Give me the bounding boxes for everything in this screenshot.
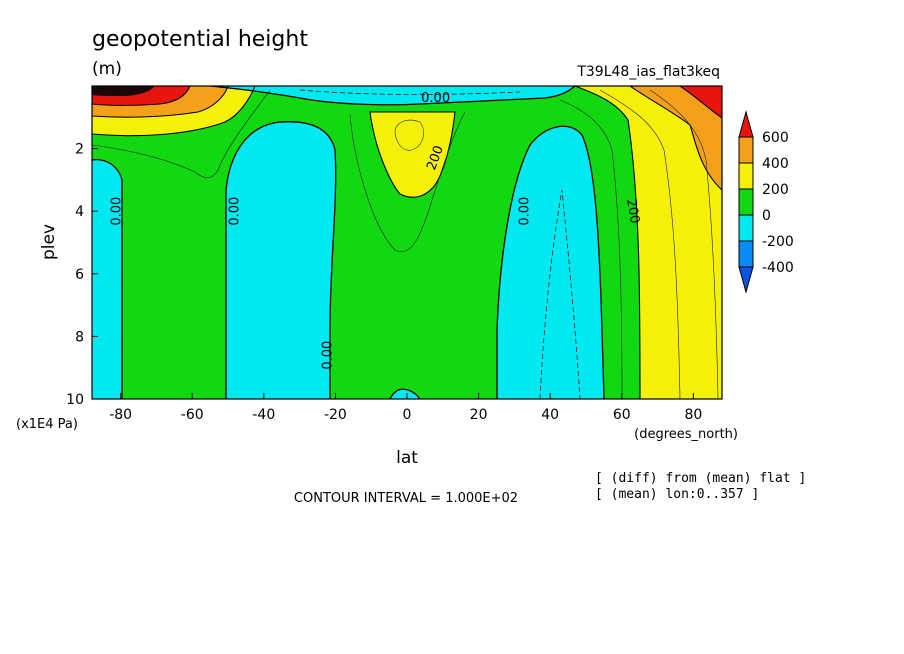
x-tick-label: 40 — [541, 407, 559, 423]
colorbar-swatch-neg200-0 — [738, 214, 754, 242]
contour-label: 0.00 — [321, 341, 336, 370]
fill-neg-bottom-center — [390, 389, 420, 399]
x-tick-label: -40 — [252, 407, 275, 423]
colorbar-label: 600 — [762, 130, 789, 146]
fill-400-600-right — [630, 86, 722, 190]
fill-neg-top — [210, 86, 575, 105]
x-axis-label: lat — [396, 448, 418, 468]
x-tick-label: 20 — [470, 407, 488, 423]
colorbar-top-triangle — [738, 110, 754, 138]
y-tick-label: 4 — [75, 204, 84, 220]
colorbar-label: -200 — [762, 234, 794, 250]
contour-label: 0.00 — [110, 197, 125, 226]
positive-contours — [92, 86, 722, 399]
fill-neg-column-1 — [226, 121, 336, 399]
x-tick-label: -20 — [324, 407, 347, 423]
fill-200-400-right — [575, 86, 722, 399]
x-tick-label: -60 — [181, 407, 204, 423]
y-tick-label: 10 — [66, 392, 84, 408]
y-axis-group: 2 4 6 8 10 — [66, 142, 98, 408]
colorbar-label: 200 — [762, 182, 789, 198]
x-tick-label: 60 — [613, 407, 631, 423]
contour-label: 200 — [623, 198, 642, 225]
note-diff: [ (diff) from (mean) flat ] — [595, 471, 806, 486]
intermediate-contours — [92, 89, 719, 399]
fill-neg-column-2 — [497, 126, 604, 399]
colorbar-swatch-200-400 — [738, 162, 754, 190]
colorbar-label: 400 — [762, 156, 789, 172]
colorbar-swatch-0-200 — [738, 188, 754, 216]
fill-200-center — [370, 112, 455, 198]
x-axis-group: -80 -60 -40 -20 0 20 40 60 80 — [109, 393, 702, 423]
x-tick-label: -80 — [109, 407, 132, 423]
y-axis-units: (x1E4 Pa) — [16, 417, 78, 432]
zero-contours — [92, 86, 605, 399]
x-tick-label: 80 — [684, 407, 702, 423]
chart-title: geopotential height — [92, 27, 308, 52]
colorbar-bottom-triangle — [738, 266, 754, 294]
fill-dark-top-left — [92, 86, 155, 96]
colorbar: 600 400 200 0 -200 -400 — [738, 110, 794, 294]
contour-label: 0.00 — [421, 91, 450, 106]
negative-contours — [299, 89, 581, 399]
colorbar-label: 0 — [762, 208, 771, 224]
colorbar-label: -400 — [762, 260, 794, 276]
note-mean: [ (mean) lon:0..357 ] — [595, 487, 759, 502]
contour-interval-text: CONTOUR INTERVAL = 1.000E+02 — [294, 491, 518, 506]
experiment-label: T39L48_ias_flat3keq — [576, 64, 720, 80]
y-tick-label: 8 — [75, 329, 84, 345]
contour-label: 0.00 — [518, 197, 533, 226]
x-tick-label: 0 — [403, 407, 412, 423]
y-tick-label: 6 — [75, 267, 84, 283]
fill-neg-left-edge — [92, 159, 122, 399]
units-label: (m) — [92, 59, 122, 79]
x-axis-units: (degrees_north) — [634, 427, 738, 442]
contour-label: 0.00 — [228, 197, 243, 226]
colorbar-swatch-400-600 — [738, 136, 754, 164]
colorbar-swatch-neg400-neg200 — [738, 240, 754, 268]
y-axis-label: plev — [39, 224, 59, 260]
y-tick-label: 2 — [75, 142, 84, 158]
